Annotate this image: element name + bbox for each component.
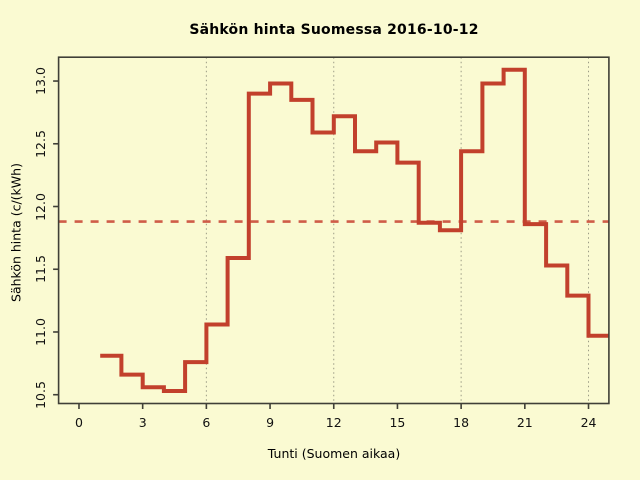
y-tick-label: 12.5 (32, 129, 48, 158)
y-tick-label: 13.0 (32, 67, 48, 95)
x-axis-label: Tunti (Suomen aikaa) (267, 446, 401, 461)
y-tick-label: 11.5 (32, 255, 48, 284)
y-axis-label: Sähkön hinta (c/(kWh) (8, 163, 24, 302)
x-tick-label: 18 (453, 414, 470, 430)
x-tick-label: 6 (202, 414, 211, 430)
y-tick-label: 10.5 (32, 380, 48, 409)
x-tick-label: 21 (516, 414, 533, 430)
x-tick-label: 0 (74, 414, 83, 430)
x-tick-label: 15 (389, 414, 406, 430)
x-tick-label: 3 (138, 414, 147, 430)
y-tick-label: 12.0 (32, 192, 48, 221)
y-tick-label: 11.0 (32, 318, 48, 346)
x-tick-label: 12 (325, 414, 342, 430)
x-tick-label: 9 (266, 414, 275, 430)
price-step-series (100, 67, 609, 393)
chart-title: Sähkön hinta Suomessa 2016-10-12 (189, 22, 479, 38)
x-tick-label: 24 (580, 414, 597, 430)
